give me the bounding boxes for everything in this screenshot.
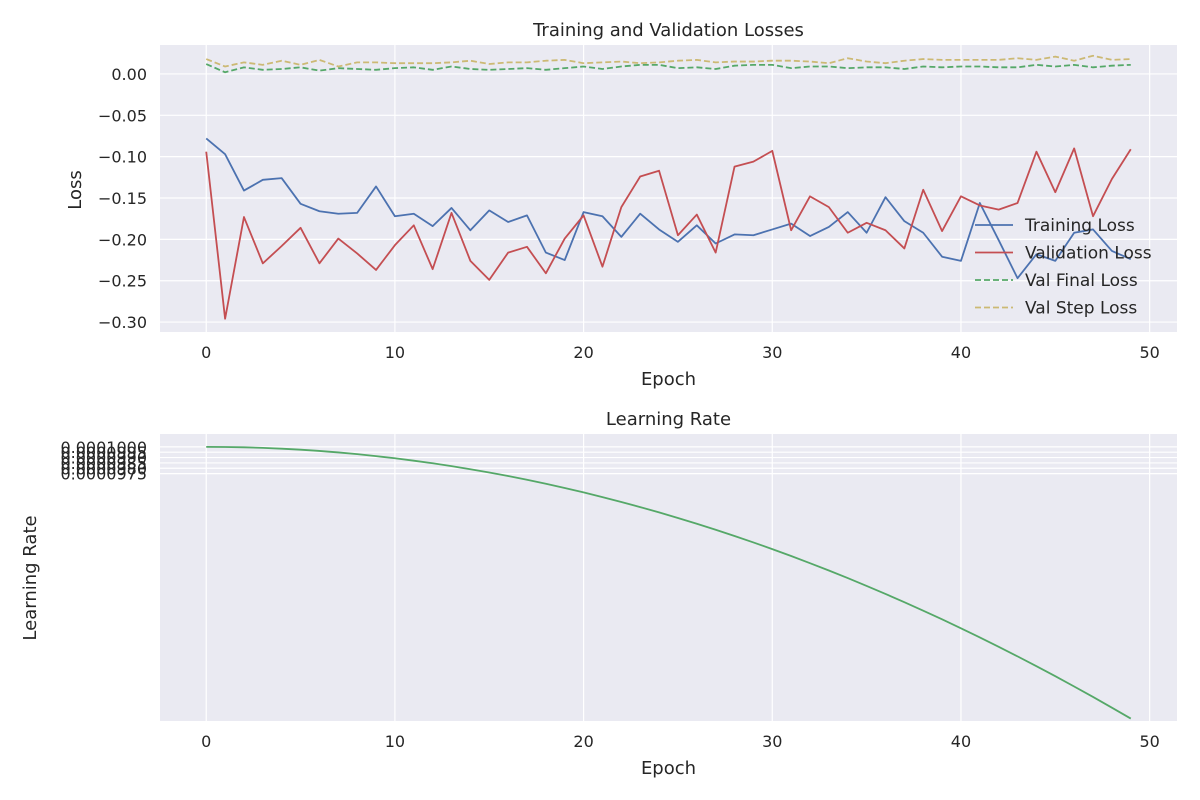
learning-rate-y-tick-label: 0.0001000 bbox=[60, 438, 147, 457]
loss-y-axis-label: Loss bbox=[65, 170, 86, 209]
learning-rate-plot-area bbox=[160, 434, 1177, 721]
learning-rate-chart-title: Learning Rate bbox=[606, 409, 731, 430]
learning-rate-x-tick-label: 50 bbox=[1139, 732, 1159, 751]
learning-rate-x-tick-label: 0 bbox=[201, 732, 211, 751]
loss-legend: Training Loss Validation Loss Val Final Lo… bbox=[975, 216, 1152, 319]
learning-rate-x-tick-label: 30 bbox=[762, 732, 782, 751]
loss-x-tick-label: 10 bbox=[385, 343, 405, 362]
learning-rate-y-tick-label: 0.0000980 bbox=[60, 459, 147, 478]
learning-rate-x-axis-label: Epoch bbox=[641, 758, 696, 779]
validation-loss-series-line bbox=[205, 147, 1132, 320]
learning-rate-chart: 0 10 20 30 40 50 0.00010000.00009950.00009900.… bbox=[20, 409, 1177, 779]
learning-rate-x-tick-label: 10 bbox=[385, 732, 405, 751]
learning-rate-x-tick-label: 40 bbox=[951, 732, 971, 751]
learning-rate-y-tick-label: 0.0000990 bbox=[60, 449, 147, 468]
loss-x-tick-label: 50 bbox=[1139, 343, 1159, 362]
legend-label-training-loss: Training Loss bbox=[1024, 216, 1135, 236]
learning-rate-series-line bbox=[206, 445, 1132, 720]
loss-x-tick-label: 30 bbox=[762, 343, 782, 362]
legend-label-validation-loss: Validation Loss bbox=[1025, 244, 1152, 264]
loss-y-tick-label: −0.25 bbox=[98, 272, 147, 291]
loss-chart-title: Training and Validation Losses bbox=[532, 20, 804, 41]
learning-rate-y-tick-label: 0.0000995 bbox=[60, 443, 147, 462]
learning-rate-y-tick-label: 0.0000975 bbox=[60, 465, 147, 484]
loss-x-axis-label: Epoch bbox=[641, 369, 696, 390]
loss-y-tick-label: −0.05 bbox=[98, 106, 147, 125]
val-final-loss-series-line bbox=[205, 63, 1131, 74]
legend-label-val-step-loss: Val Step Loss bbox=[1025, 299, 1137, 319]
val-step-loss-series-line bbox=[205, 54, 1131, 68]
loss-y-tick-label: −0.10 bbox=[98, 148, 147, 167]
loss-x-tick-label: 40 bbox=[951, 343, 971, 362]
loss-y-tick-label: −0.15 bbox=[98, 189, 147, 208]
loss-x-tick-label: 0 bbox=[201, 343, 211, 362]
learning-rate-y-tick-label: 0.0000985 bbox=[60, 454, 147, 473]
loss-plot-area bbox=[160, 45, 1177, 332]
loss-x-tick-label: 20 bbox=[573, 343, 593, 362]
loss-y-tick-label: 0.00 bbox=[111, 65, 147, 84]
learning-rate-y-axis-label: Learning Rate bbox=[20, 515, 41, 640]
training-loss-series-line bbox=[205, 137, 1132, 280]
legend-label-val-final-loss: Val Final Loss bbox=[1025, 271, 1138, 291]
loss-chart: 0 10 20 30 40 50 0.00 −0.05 −0.10 −0.15 −0.20 −0.25… bbox=[65, 20, 1177, 390]
loss-y-tick-label: −0.30 bbox=[98, 313, 147, 332]
learning-rate-x-tick-label: 20 bbox=[573, 732, 593, 751]
loss-y-tick-label: −0.20 bbox=[98, 230, 147, 249]
